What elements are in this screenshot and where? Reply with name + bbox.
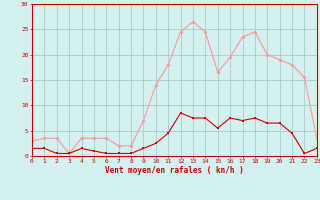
X-axis label: Vent moyen/en rafales ( kn/h ): Vent moyen/en rafales ( kn/h ) (105, 166, 244, 175)
